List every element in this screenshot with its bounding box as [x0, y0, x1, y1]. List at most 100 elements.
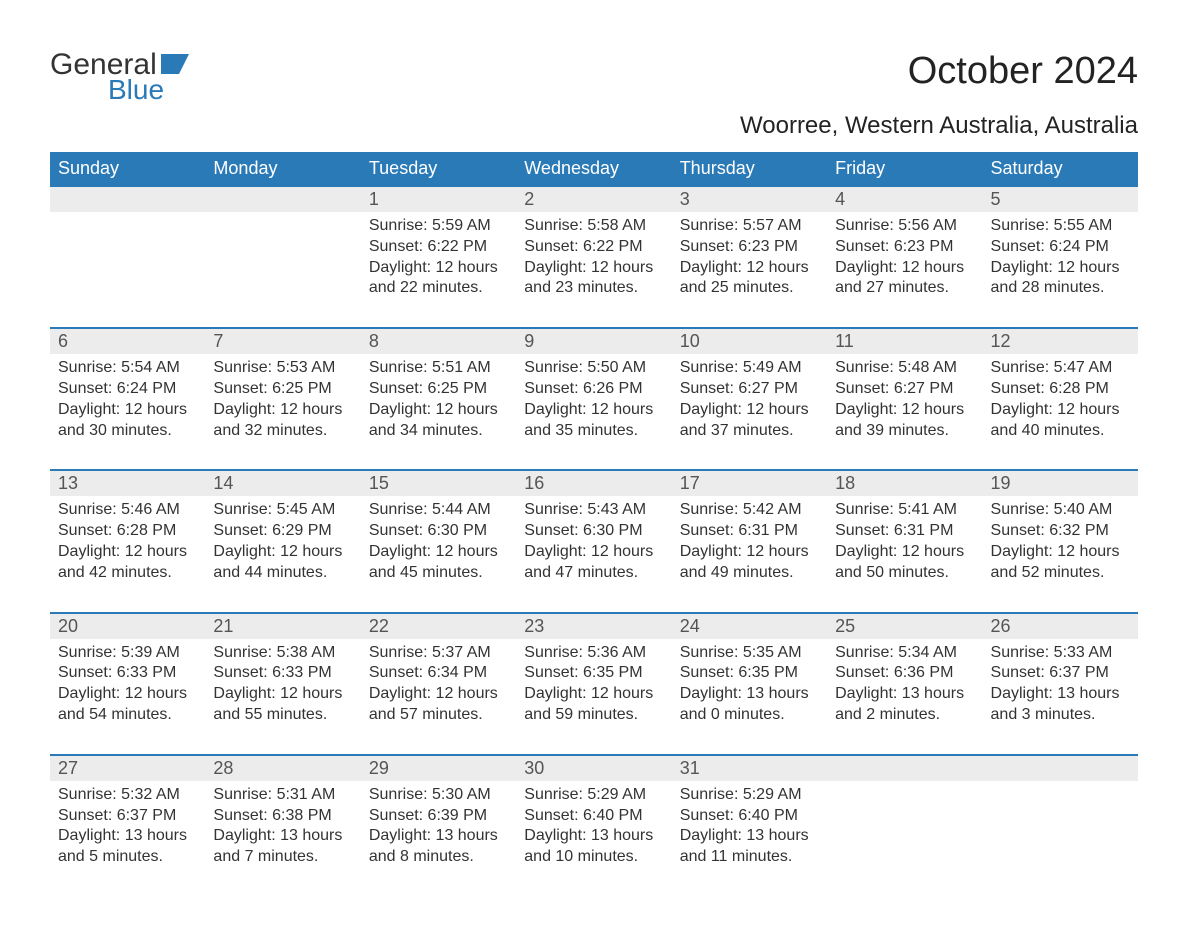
sunset-text: Sunset: 6:37 PM	[991, 663, 1130, 684]
sunrise-text: Sunrise: 5:41 AM	[835, 500, 974, 521]
sunrise-text: Sunrise: 5:43 AM	[524, 500, 663, 521]
empty-cell	[50, 186, 205, 212]
day-number: 14	[205, 470, 360, 496]
sunset-text: Sunset: 6:35 PM	[680, 663, 819, 684]
day-number: 23	[516, 613, 671, 639]
day-number: 5	[983, 186, 1138, 212]
day-number: 11	[827, 328, 982, 354]
details-row: Sunrise: 5:32 AMSunset: 6:37 PM Daylight:…	[50, 781, 1138, 896]
sunrise-text: Sunrise: 5:37 AM	[369, 643, 508, 664]
sunset-text: Sunset: 6:27 PM	[680, 379, 819, 400]
col-sunday: Sunday	[50, 152, 205, 186]
daylight2-text: and 52 minutes.	[991, 563, 1130, 584]
daylight2-text: and 32 minutes.	[213, 421, 352, 442]
col-monday: Monday	[205, 152, 360, 186]
sunrise-text: Sunrise: 5:31 AM	[213, 785, 352, 806]
logo-text-blue: Blue	[108, 76, 164, 104]
sunrise-text: Sunrise: 5:57 AM	[680, 216, 819, 237]
day-number: 18	[827, 470, 982, 496]
daylight1-text: Daylight: 12 hours	[524, 684, 663, 705]
daylight1-text: Daylight: 12 hours	[58, 684, 197, 705]
sunrise-text: Sunrise: 5:47 AM	[991, 358, 1130, 379]
sunrise-text: Sunrise: 5:30 AM	[369, 785, 508, 806]
col-friday: Friday	[827, 152, 982, 186]
details-row: Sunrise: 5:46 AMSunset: 6:28 PMDaylight:…	[50, 496, 1138, 612]
col-tuesday: Tuesday	[361, 152, 516, 186]
day-number: 22	[361, 613, 516, 639]
flag-icon	[161, 54, 189, 78]
day-details: Sunrise: 5:49 AMSunset: 6:27 PMDaylight:…	[672, 354, 827, 470]
daynum-row: 6789101112	[50, 328, 1138, 354]
sunset-text: Sunset: 6:24 PM	[58, 379, 197, 400]
day-details: Sunrise: 5:56 AMSunset: 6:23 PMDaylight:…	[827, 212, 982, 328]
day-number: 19	[983, 470, 1138, 496]
sunset-text: Sunset: 6:33 PM	[213, 663, 352, 684]
day-number: 12	[983, 328, 1138, 354]
daylight1-text: Daylight: 12 hours	[369, 258, 508, 279]
col-saturday: Saturday	[983, 152, 1138, 186]
day-number: 17	[672, 470, 827, 496]
daylight1-text: Daylight: 12 hours	[369, 684, 508, 705]
daylight2-text: and 37 minutes.	[680, 421, 819, 442]
page-title: October 2024	[908, 50, 1138, 93]
day-details: Sunrise: 5:29 AMSunset: 6:40 PMDaylight:…	[516, 781, 671, 896]
day-number: 28	[205, 755, 360, 781]
daylight2-text: and 50 minutes.	[835, 563, 974, 584]
sunrise-text: Sunrise: 5:32 AM	[58, 785, 197, 806]
daylight2-text: and 10 minutes.	[524, 847, 663, 868]
sunrise-text: Sunrise: 5:38 AM	[213, 643, 352, 664]
day-number: 21	[205, 613, 360, 639]
sunset-text: Sunset: 6:28 PM	[991, 379, 1130, 400]
sunset-text: Sunset: 6:32 PM	[991, 521, 1130, 542]
day-details: Sunrise: 5:41 AMSunset: 6:31 PMDaylight:…	[827, 496, 982, 612]
details-row: Sunrise: 5:54 AMSunset: 6:24 PMDaylight:…	[50, 354, 1138, 470]
daylight1-text: Daylight: 12 hours	[58, 542, 197, 563]
day-details: Sunrise: 5:35 AMSunset: 6:35 PMDaylight:…	[672, 639, 827, 755]
daylight2-text: and 28 minutes.	[991, 278, 1130, 299]
daylight2-text: and 40 minutes.	[991, 421, 1130, 442]
sunrise-text: Sunrise: 5:34 AM	[835, 643, 974, 664]
daylight2-text: and 0 minutes.	[680, 705, 819, 726]
day-details: Sunrise: 5:55 AMSunset: 6:24 PMDaylight:…	[983, 212, 1138, 328]
sunset-text: Sunset: 6:30 PM	[524, 521, 663, 542]
day-details: Sunrise: 5:50 AMSunset: 6:26 PMDaylight:…	[516, 354, 671, 470]
sunrise-text: Sunrise: 5:33 AM	[991, 643, 1130, 664]
daynum-row: 12345	[50, 186, 1138, 212]
day-details: Sunrise: 5:38 AMSunset: 6:33 PMDaylight:…	[205, 639, 360, 755]
daylight2-text: and 57 minutes.	[369, 705, 508, 726]
sunrise-text: Sunrise: 5:48 AM	[835, 358, 974, 379]
daylight2-text: and 25 minutes.	[680, 278, 819, 299]
sunset-text: Sunset: 6:25 PM	[213, 379, 352, 400]
empty-cell	[827, 755, 982, 781]
sunrise-text: Sunrise: 5:46 AM	[58, 500, 197, 521]
daylight1-text: Daylight: 12 hours	[991, 258, 1130, 279]
sunrise-text: Sunrise: 5:40 AM	[991, 500, 1130, 521]
sunset-text: Sunset: 6:23 PM	[680, 237, 819, 258]
sunset-text: Sunset: 6:34 PM	[369, 663, 508, 684]
day-number: 6	[50, 328, 205, 354]
sunset-text: Sunset: 6:38 PM	[213, 806, 352, 827]
sunset-text: Sunset: 6:25 PM	[369, 379, 508, 400]
day-details: Sunrise: 5:51 AMSunset: 6:25 PMDaylight:…	[361, 354, 516, 470]
daylight1-text: Daylight: 12 hours	[524, 542, 663, 563]
day-number: 30	[516, 755, 671, 781]
daylight2-text: and 59 minutes.	[524, 705, 663, 726]
day-details: Sunrise: 5:53 AMSunset: 6:25 PMDaylight:…	[205, 354, 360, 470]
sunset-text: Sunset: 6:37 PM	[58, 806, 197, 827]
day-details: Sunrise: 5:33 AMSunset: 6:37 PMDaylight:…	[983, 639, 1138, 755]
daylight1-text: Daylight: 12 hours	[213, 684, 352, 705]
daylight2-text: and 2 minutes.	[835, 705, 974, 726]
day-number: 24	[672, 613, 827, 639]
empty-cell	[205, 186, 360, 212]
sunrise-text: Sunrise: 5:36 AM	[524, 643, 663, 664]
daylight1-text: Daylight: 13 hours	[524, 826, 663, 847]
details-row: Sunrise: 5:59 AMSunset: 6:22 PMDaylight:…	[50, 212, 1138, 328]
daylight1-text: Daylight: 12 hours	[58, 400, 197, 421]
sunset-text: Sunset: 6:29 PM	[213, 521, 352, 542]
daynum-row: 13141516171819	[50, 470, 1138, 496]
day-details: Sunrise: 5:40 AMSunset: 6:32 PMDaylight:…	[983, 496, 1138, 612]
sunset-text: Sunset: 6:33 PM	[58, 663, 197, 684]
location-text: Woorree, Western Australia, Australia	[50, 112, 1138, 140]
day-details: Sunrise: 5:59 AMSunset: 6:22 PMDaylight:…	[361, 212, 516, 328]
daylight2-text: and 49 minutes.	[680, 563, 819, 584]
